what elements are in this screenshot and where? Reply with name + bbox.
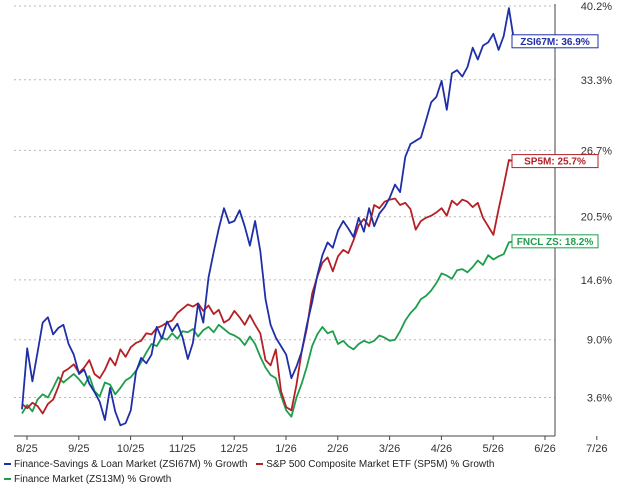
legend-label-zsi67m: Finance-Savings & Loan Market (ZSI67M) %… [14,459,248,470]
x-tick-label: 1/26 [275,443,296,455]
end-label: SP5M: 25.7% [524,157,586,168]
y-tick-label: 40.2% [581,1,612,13]
y-tick-label: 14.6% [581,275,612,287]
series-line-2 [21,240,515,418]
y-axis-ticks: 3.6%9.0%14.6%20.5%26.7%33.3%40.2% [581,1,612,404]
end-labels: ZSI67M: 36.9% SP5M: 25.7% FNCL ZS: 18.2% [511,34,599,249]
legend-label-sp5m: S&P 500 Composite Market ETF (SP5M) % Gr… [266,459,495,470]
x-tick-label: 9/25 [68,443,89,455]
y-tick-label: 33.3% [581,75,612,87]
x-tick-label: 10/25 [117,443,145,455]
x-tick-label: 4/26 [431,443,452,455]
series-line-0 [21,7,515,427]
series-line-1 [21,159,515,415]
x-tick-label: 12/25 [220,443,248,455]
legend-swatch-sp5m [256,463,264,466]
x-tick-label: 6/26 [534,443,555,455]
y-tick-label: 9.0% [587,335,612,347]
y-tick-label: 3.6% [587,392,612,404]
x-tick-label: 3/26 [379,443,400,455]
x-tick-label: 11/25 [169,443,196,455]
legend-item-zs13m: Finance Market (ZS13M) % Growth [4,474,171,485]
legend-row-2: Finance Market (ZS13M) % Growth [4,474,177,485]
x-tick-label: 8/25 [16,443,37,455]
y-tick-label: 20.5% [581,212,612,224]
legend-item-zsi67m: Finance-Savings & Loan Market (ZSI67M) %… [4,459,247,470]
end-label: ZSI67M: 36.9% [520,37,590,48]
grid-lines [14,5,555,398]
x-tick-label: 7/26 [586,443,607,455]
legend-label-zs13m: Finance Market (ZS13M) % Growth [14,474,172,485]
x-tick-label: 5/26 [482,443,503,455]
legend: Finance-Savings & Loan Market (ZSI67M) %… [4,459,500,470]
legend-item-sp5m: S&P 500 Composite Market ETF (SP5M) % Gr… [256,459,494,470]
legend-swatch-zs13m [4,478,11,481]
x-tick-label: 2/26 [327,443,348,455]
series-layer [21,7,515,427]
end-label: FNCL ZS: 18.2% [517,237,594,248]
end-label-box [511,154,599,169]
end-label-box [511,34,599,49]
end-label-box [511,234,599,249]
x-axis-ticks: 8/25 9/25 10/25 11/25 12/25 1/26 2/26 3/26 4/26 5… [16,436,608,455]
legend-swatch-zsi67m [4,463,11,466]
